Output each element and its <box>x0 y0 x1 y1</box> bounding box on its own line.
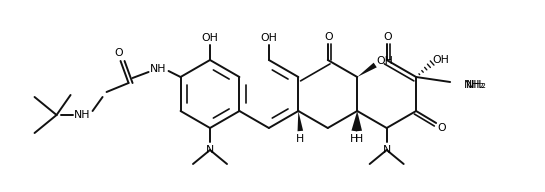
Polygon shape <box>356 111 362 131</box>
Text: OH: OH <box>377 56 393 66</box>
Text: OH: OH <box>202 33 219 43</box>
Polygon shape <box>352 111 357 131</box>
Text: N: N <box>383 145 391 155</box>
Text: NH: NH <box>150 64 167 74</box>
Text: OH: OH <box>261 33 277 43</box>
Text: OH: OH <box>433 55 450 65</box>
Text: H: H <box>350 134 359 144</box>
Polygon shape <box>298 111 303 131</box>
Text: N: N <box>206 145 214 155</box>
Text: O: O <box>383 32 392 42</box>
Text: NH₂: NH₂ <box>466 80 487 90</box>
Polygon shape <box>357 63 377 77</box>
Text: O: O <box>438 123 446 133</box>
Text: O: O <box>114 48 123 58</box>
Text: NH₂: NH₂ <box>464 80 485 90</box>
Text: O: O <box>324 32 333 42</box>
Text: H: H <box>296 134 305 144</box>
Text: H: H <box>355 134 364 144</box>
Text: NH: NH <box>74 110 91 120</box>
